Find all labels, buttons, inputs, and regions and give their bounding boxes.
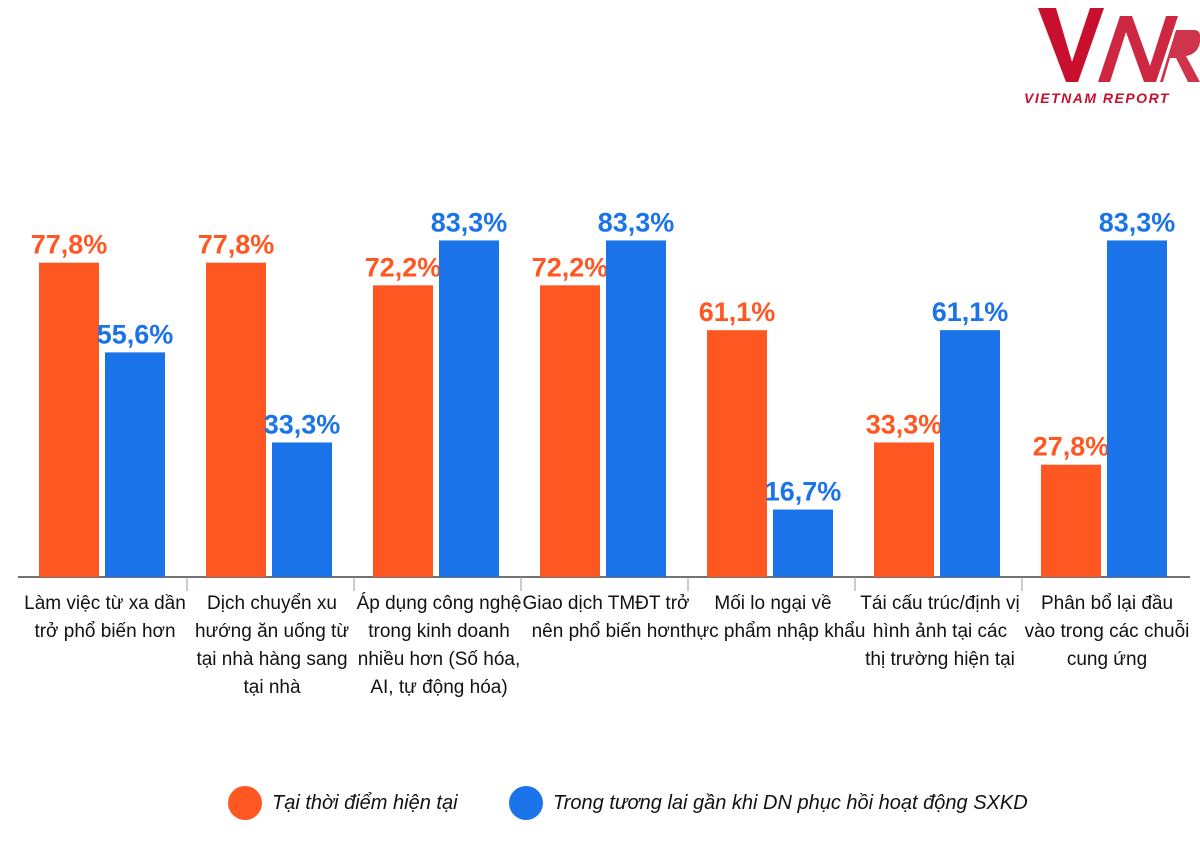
value-label-future: 55,6% <box>97 319 174 349</box>
value-label-current: 77,8% <box>198 230 275 260</box>
bar-future <box>606 240 666 577</box>
bar-future <box>940 330 1000 577</box>
bar-current <box>373 285 433 577</box>
bar-future <box>1107 240 1167 577</box>
value-label-current: 61,1% <box>699 297 776 327</box>
legend-item-future: Trong tương lai gần khi DN phục hồi hoạt… <box>509 786 1028 820</box>
category-label: Tái cấu trúc/định vị hình ảnh tại các thị … <box>860 593 1019 670</box>
bar-chart: 77,8% 55,6% Làm việc từ xa dần trở phổ biến… <box>18 207 1190 698</box>
bar-future <box>773 509 833 577</box>
legend-label-future: Trong tương lai gần khi DN phục hồi hoạt… <box>553 791 1028 814</box>
category-label: Dịch chuyển xu hướng ăn uống từ tại nhà hà… <box>195 593 349 698</box>
bar-current <box>39 262 99 577</box>
bar-current <box>206 262 266 577</box>
legend-swatch-future <box>509 786 543 820</box>
legend-item-current: Tại thời điểm hiện tại <box>228 786 458 820</box>
value-label-current: 72,2% <box>532 252 609 282</box>
category-label: Áp dụng công nghệ trong kinh doanh nhiều h… <box>357 593 522 698</box>
category-label: Mối lo ngại về thực phẩm nhập khẩu <box>681 593 866 642</box>
vietnam-report-logo: VIETNAM REPORT <box>1024 8 1200 106</box>
value-label-future: 33,3% <box>264 409 341 439</box>
value-label-future: 83,3% <box>598 207 675 237</box>
value-label-current: 72,2% <box>365 252 442 282</box>
value-label-future: 61,1% <box>932 297 1009 327</box>
logo-tagline: VIETNAM REPORT <box>1024 90 1170 106</box>
chart-legend: Tại thời điểm hiện tại Trong tương lai g… <box>0 786 1200 826</box>
bar-current <box>707 330 767 577</box>
value-label-future: 16,7% <box>765 477 842 507</box>
bar-future <box>272 442 332 577</box>
category-label: Giao dịch TMĐT trở nên phổ biến hơn <box>523 593 690 642</box>
legend-label-current: Tại thời điểm hiện tại <box>272 791 458 814</box>
value-label-future: 83,3% <box>1099 207 1176 237</box>
bar-current <box>1041 464 1101 577</box>
bar-current <box>874 442 934 577</box>
value-label-current: 27,8% <box>1033 432 1110 462</box>
category-label: Làm việc từ xa dần trở phổ biến hơn <box>24 593 186 642</box>
value-label-future: 83,3% <box>431 207 508 237</box>
bar-future <box>439 240 499 577</box>
category-label: Phân bổ lại đầu vào trong các chuỗi cung ứ… <box>1025 593 1190 670</box>
value-label-current: 33,3% <box>866 409 943 439</box>
bar-current <box>540 285 600 577</box>
value-label-current: 77,8% <box>31 230 108 260</box>
bar-future <box>105 352 165 577</box>
legend-swatch-current <box>228 786 262 820</box>
